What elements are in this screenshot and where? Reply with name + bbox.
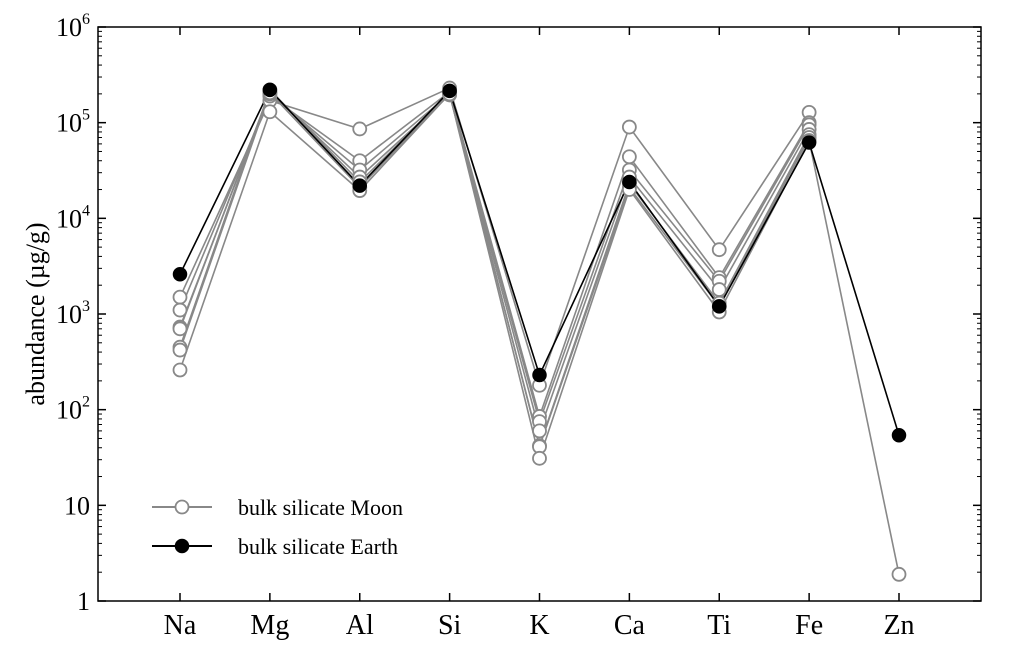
x-tick-label-al: Al [346, 610, 374, 641]
moon-point [262, 104, 278, 120]
x-tick-label-mg: Mg [250, 610, 289, 641]
y-tick-label: 106 [56, 11, 90, 42]
x-tick-label-ca: Ca [614, 610, 646, 641]
moon-point [532, 423, 547, 439]
legend-moon-marker [174, 499, 190, 515]
x-axis-ticks: Na Mg Al Si K Ca Ti Fe Zn [164, 27, 915, 641]
earth-point [262, 82, 278, 98]
earth-point [622, 174, 637, 190]
earth-point [891, 428, 907, 443]
moon-point [711, 282, 727, 297]
moon-model-line-6 [179, 91, 810, 450]
moon-point [532, 450, 547, 466]
x-tick-label-fe: Fe [795, 610, 823, 641]
legend-moon-label: bulk silicate Moon [238, 495, 403, 520]
legend: bulk silicate Moon bulk silicate Earth [152, 495, 403, 559]
y-tick-label: 103 [56, 298, 90, 329]
moon-point [172, 321, 188, 337]
moon-point [172, 362, 188, 378]
earth-point [442, 83, 457, 99]
earth-point [801, 135, 817, 150]
moon-point [172, 302, 188, 318]
moon-model-line-1 [179, 86, 810, 388]
x-tick-label-ti: Ti [707, 610, 731, 641]
moon-point [711, 242, 727, 258]
legend-earth-label: bulk silicate Earth [238, 534, 398, 559]
plot-frame [97, 26, 982, 602]
earth-point [532, 367, 547, 383]
y-axis-ticks: 1 10 102 103 104 105 106 [56, 11, 981, 616]
moon-model-line-4 [179, 90, 810, 434]
y-tick-label: 10 [64, 491, 90, 520]
y-tick-label: 1 [77, 587, 90, 616]
moon-point [172, 289, 188, 305]
y-tick-label: 105 [56, 107, 90, 138]
moon-point [172, 342, 188, 358]
x-tick-label-na: Na [164, 610, 197, 641]
moon-point [891, 566, 907, 582]
moon-point [621, 149, 637, 165]
earth-point [352, 178, 367, 193]
y-axis-label: abundance (µg/g) [21, 222, 50, 405]
moon-model-line-3 [179, 92, 810, 425]
y-tick-label: 102 [56, 394, 90, 425]
x-tick-label-k: K [529, 610, 549, 641]
x-tick-label-zn: Zn [883, 610, 914, 641]
y-tick-label: 104 [56, 202, 90, 233]
series-layer [172, 80, 907, 582]
legend-earth-marker [174, 538, 190, 554]
earth-point [172, 267, 188, 282]
earth-point [712, 299, 727, 314]
moon-point [352, 121, 368, 137]
x-tick-label-si: Si [438, 610, 462, 641]
moon-point [621, 119, 637, 135]
